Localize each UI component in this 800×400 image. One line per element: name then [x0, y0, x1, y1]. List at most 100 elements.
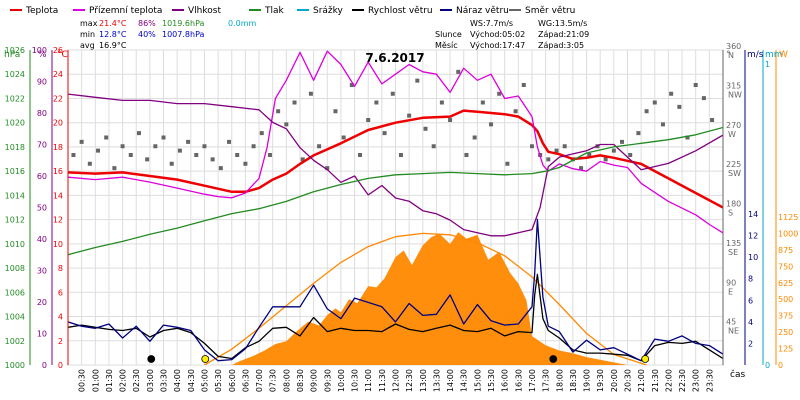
- pressure-tick-label: 1004: [5, 313, 25, 322]
- lines-layer: [68, 50, 723, 362]
- wind-direction-point: [177, 148, 182, 153]
- wind-direction-point: [382, 131, 387, 136]
- wind-direction-point: [677, 104, 682, 109]
- solar-unit: W: [779, 50, 788, 60]
- moonset-info: Západ:3:05: [538, 41, 584, 50]
- x-axis-label: čas: [730, 369, 745, 380]
- x-tick-label: 13:00: [419, 369, 428, 392]
- solar-tick-label: 1125: [778, 213, 798, 222]
- x-tick-label: 06:00: [228, 369, 237, 392]
- temperature-tick-label: 14: [53, 191, 63, 200]
- legend-label-tlak: Tlak: [264, 6, 285, 16]
- x-tick-label: 02:00: [119, 369, 128, 392]
- wind-gust-info: WG:13.5m/s: [538, 19, 587, 28]
- wind-tick-label: 10: [748, 253, 758, 262]
- wind-direction-point: [349, 83, 354, 87]
- sunrise-info: Východ:05:02: [470, 30, 525, 39]
- wind-direction-point: [423, 126, 428, 131]
- sunrise-marker: [201, 355, 210, 363]
- x-tick-label: 05:00: [200, 369, 209, 392]
- wind-direction-point: [259, 131, 264, 136]
- humidity-tick-label: 40: [37, 235, 47, 244]
- series-naraz-vetru: [68, 218, 723, 362]
- wind-direction-point: [333, 109, 338, 114]
- wind-direction-point: [472, 135, 477, 140]
- wind-direction-point: [562, 144, 567, 149]
- x-tick-label: 14:30: [460, 369, 469, 392]
- legend-label-smer-vetru: Směr větru: [525, 6, 575, 16]
- pressure-tick-label: 1014: [5, 191, 25, 200]
- solar-layer: [68, 232, 723, 365]
- legend-label-rychlost-vetru: Rychlost větru: [368, 6, 433, 16]
- wind-direction-point: [652, 100, 657, 105]
- wind-direction-point: [186, 139, 191, 144]
- wind-direction-point: [407, 113, 412, 118]
- x-tick-label: 00:30: [78, 369, 87, 392]
- humidity-tick-label: 50: [37, 204, 47, 213]
- wind-direction-point: [87, 161, 92, 166]
- stat-avg-temp: 16.9°C: [99, 41, 127, 50]
- chart-title: 7.6.2017: [365, 51, 424, 65]
- x-tick-label: 17:00: [528, 369, 537, 392]
- stat-min-hum: 40%: [138, 30, 156, 39]
- x-tick-label: 21:00: [637, 369, 646, 392]
- wind-direction-point: [169, 161, 174, 166]
- pressure-tick-label: 1022: [5, 94, 25, 103]
- pressure-tick-label: 1008: [5, 264, 25, 273]
- x-tick-label: 04:00: [173, 369, 182, 392]
- x-tick-label: 09:30: [323, 369, 332, 392]
- wind-direction-point: [620, 139, 625, 144]
- x-tick-label: 10:00: [337, 369, 346, 392]
- x-tick-label: 15:30: [487, 369, 496, 392]
- direction-tick-dir: W: [728, 130, 736, 139]
- stat-max-hum: 86%: [138, 19, 156, 28]
- solar-tick-label: 0: [778, 361, 783, 370]
- x-tick-label: 15:00: [473, 369, 482, 392]
- x-tick-label: 07:00: [255, 369, 264, 392]
- wind-direction-point: [448, 118, 453, 122]
- wind-direction-point: [489, 122, 494, 127]
- x-tick-label: 01:30: [105, 369, 114, 392]
- wind-direction-point: [308, 91, 313, 96]
- wind-direction-point: [587, 153, 592, 157]
- wind-direction-point: [71, 153, 76, 157]
- direction-tick-label: 315: [726, 81, 741, 90]
- wind-direction-point: [374, 100, 379, 105]
- x-tick-label: 19:00: [583, 369, 592, 392]
- rain-tick-label: 1: [765, 60, 770, 69]
- x-tick-label: 03:00: [146, 369, 155, 392]
- temperature-tick-label: 10: [53, 240, 63, 249]
- x-tick-label: 09:00: [310, 369, 319, 392]
- wind-direction-point: [292, 100, 297, 105]
- temperature-tick-label: 24: [53, 70, 63, 79]
- temperature-tick-label: 12: [53, 216, 63, 225]
- solar-tick-label: 250: [778, 328, 793, 337]
- sunset-info: Západ:21:09: [538, 30, 589, 39]
- wind-direction-point: [701, 96, 706, 101]
- direction-tick-dir: SW: [728, 169, 741, 178]
- wind-direction-point: [251, 144, 256, 149]
- wind-direction-point: [202, 144, 207, 149]
- series-prizemni-teplota: [68, 50, 723, 234]
- x-tick-label: 18:00: [555, 369, 564, 392]
- wind-direction-point: [431, 144, 436, 149]
- x-tick-label: 02:30: [132, 369, 141, 392]
- markers-layer: [147, 355, 650, 363]
- temperature-tick-label: 20: [53, 119, 63, 128]
- wind-direction-point: [366, 118, 371, 122]
- wind-direction-point: [341, 135, 346, 140]
- wind-direction-point: [194, 153, 199, 157]
- right-axes: 45NE90E135SE180S225SW270W315NW360N246810…: [722, 42, 798, 370]
- direction-tick-label: 360: [726, 42, 741, 51]
- wind-direction-point: [693, 83, 698, 87]
- solar-tick-label: 125: [778, 345, 793, 354]
- x-tick-label: 11:30: [378, 369, 387, 392]
- pressure-tick-label: 1010: [5, 240, 25, 249]
- x-tick-label: 17:30: [542, 369, 551, 392]
- wind-direction-point: [521, 83, 526, 87]
- x-tick-label: 12:00: [392, 369, 401, 392]
- pressure-tick-label: 1018: [5, 143, 25, 152]
- humidity-tick-label: 30: [37, 267, 47, 276]
- direction-tick-dir: SE: [728, 248, 738, 257]
- x-tick-label: 13:30: [432, 369, 441, 392]
